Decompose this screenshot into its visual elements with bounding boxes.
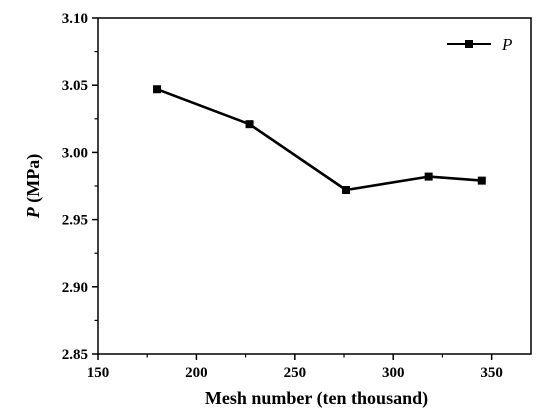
y-axis-title-symbol: P [23, 206, 43, 219]
legend-label: P [501, 35, 512, 54]
y-tick-label: 3.00 [62, 145, 88, 161]
y-axis-title: P (MPa) [23, 154, 44, 219]
plot-frame [97, 17, 532, 355]
x-tick-label: 350 [480, 365, 503, 381]
x-tick-label: 250 [284, 365, 307, 381]
series-layer [153, 85, 486, 195]
data-point [245, 120, 254, 129]
x-axis-title: Mesh number (ten thousand) [205, 388, 428, 409]
legend-marker [465, 40, 473, 48]
x-tick-label: 150 [87, 365, 110, 381]
y-ticks: 2.85 2.90 2.95 3.00 3.05 3.10 [62, 11, 98, 363]
data-point [153, 85, 162, 94]
y-tick-label: 2.95 [62, 213, 88, 229]
legend: P [447, 35, 512, 54]
y-tick-label: 2.90 [62, 280, 88, 296]
data-point [341, 186, 350, 195]
x-tick-label: 300 [382, 365, 405, 381]
series-line [156, 87, 482, 192]
x-ticks: 150 200 250 300 350 [87, 354, 503, 381]
y-tick-label: 3.10 [62, 11, 88, 27]
y-tick-label: 3.05 [62, 78, 88, 94]
y-tick-label: 2.85 [62, 347, 88, 363]
x-tick-label: 200 [185, 365, 208, 381]
data-point [424, 172, 433, 181]
y-axis-title-unit: (MPa) [23, 154, 44, 207]
data-point [477, 176, 486, 185]
